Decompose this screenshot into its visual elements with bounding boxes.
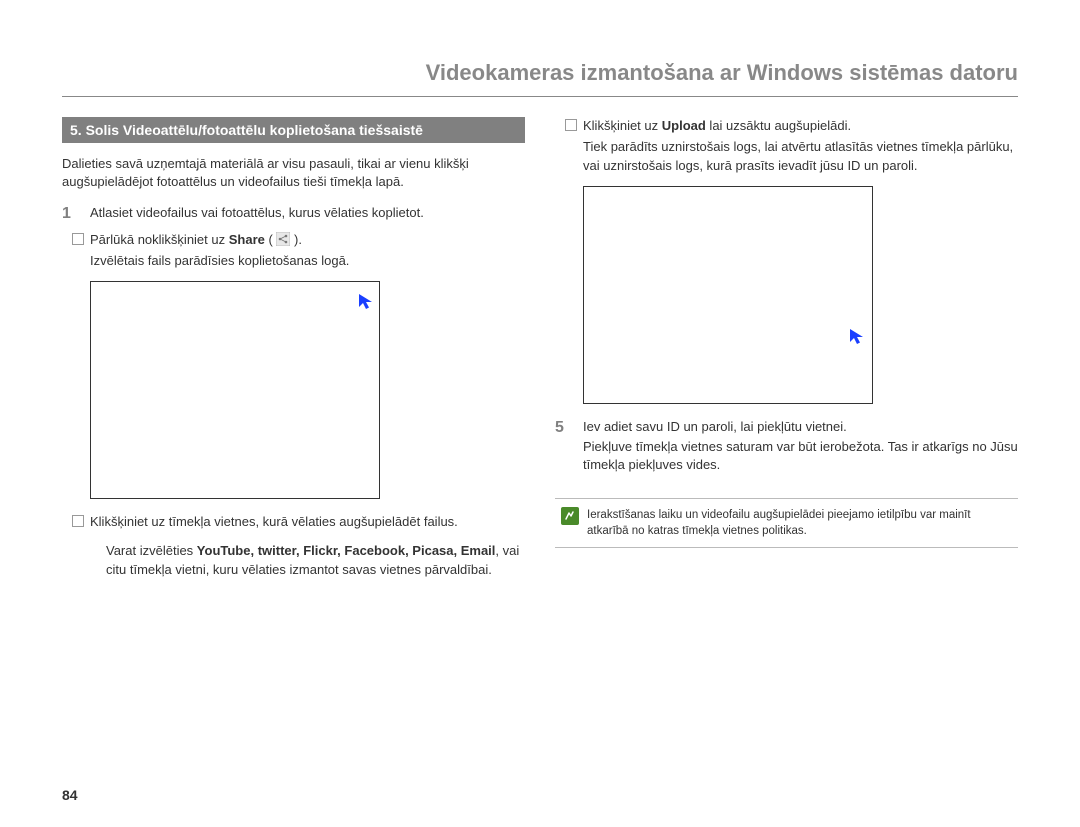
step-number: 1 [62, 204, 80, 223]
sub-list-3: Klikšķiniet uz Upload lai uzsāktu augšup… [583, 117, 1018, 176]
options-bold: YouTube, twitter, Flickr, Facebook, Pica… [197, 543, 496, 558]
upload-click-instruction: Klikšķiniet uz Upload lai uzsāktu augšup… [583, 117, 1018, 176]
page-number: 84 [62, 787, 78, 803]
note-icon [561, 507, 579, 525]
upload-label: Upload [662, 118, 706, 133]
text: Klikšķiniet uz [583, 118, 662, 133]
text: Pārlūkā noklikšķiniet uz [90, 232, 229, 247]
step-1: 1 Atlasiet videofailus vai fotoattēlus, … [62, 204, 525, 223]
step-body: Atlasiet videofailus vai fotoattēlus, ku… [90, 204, 525, 222]
site-options: Varat izvēlēties YouTube, twitter, Flick… [106, 542, 525, 580]
cursor-icon [848, 327, 868, 347]
screenshot-placeholder-2 [583, 186, 873, 404]
left-column: 5. Solis Videoattēlu/fotoattēlu koplieto… [62, 117, 525, 590]
content-columns: 5. Solis Videoattēlu/fotoattēlu koplieto… [62, 117, 1018, 590]
sub-list-2: Klikšķiniet uz tīmekļa vietnes, kurā vēl… [90, 513, 525, 532]
step5-note: Piekļuve tīmekļa vietnes saturam var būt… [583, 438, 1018, 474]
text: lai uzsāktu augšupielādi. [706, 118, 851, 133]
sub-list: Pārlūkā noklikšķiniet uz Share ( ). Izvē… [90, 231, 525, 271]
step-5: 5 Iev adiet savu ID un paroli, lai piekļ… [555, 418, 1018, 475]
upload-result: Tiek parādīts uznirstošais logs, lai atv… [583, 138, 1018, 176]
manual-page: Videokameras izmantošana ar Windows sist… [0, 0, 1080, 827]
text: ). [290, 232, 302, 247]
share-instruction: Pārlūkā noklikšķiniet uz Share ( ). Izvē… [90, 231, 525, 271]
step5-text: Iev adiet savu ID un paroli, lai piekļūt… [583, 419, 847, 434]
step-number: 5 [555, 418, 573, 437]
text: Varat izvēlēties [106, 543, 197, 558]
share-icon [276, 232, 290, 246]
footnote-box: Ierakstīšanas laiku un videofailu augšup… [555, 498, 1018, 548]
cursor-icon [357, 292, 377, 312]
right-column: Klikšķiniet uz Upload lai uzsāktu augšup… [555, 117, 1018, 590]
step-body: Iev adiet savu ID un paroli, lai piekļūt… [583, 418, 1018, 475]
page-title: Videokameras izmantošana ar Windows sist… [62, 60, 1018, 97]
upload-site-instruction: Klikšķiniet uz tīmekļa vietnes, kurā vēl… [90, 513, 525, 532]
footnote-text: Ierakstīšanas laiku un videofailu augšup… [587, 507, 1012, 539]
screenshot-placeholder-1 [90, 281, 380, 499]
share-label: Share [229, 232, 265, 247]
intro-text: Dalieties savā uzņemtajā materiālā ar vi… [62, 155, 525, 190]
share-result: Izvēlētais fails parādīsies koplietošana… [90, 252, 525, 271]
section-header: 5. Solis Videoattēlu/fotoattēlu koplieto… [62, 117, 525, 143]
text: ( [265, 232, 277, 247]
